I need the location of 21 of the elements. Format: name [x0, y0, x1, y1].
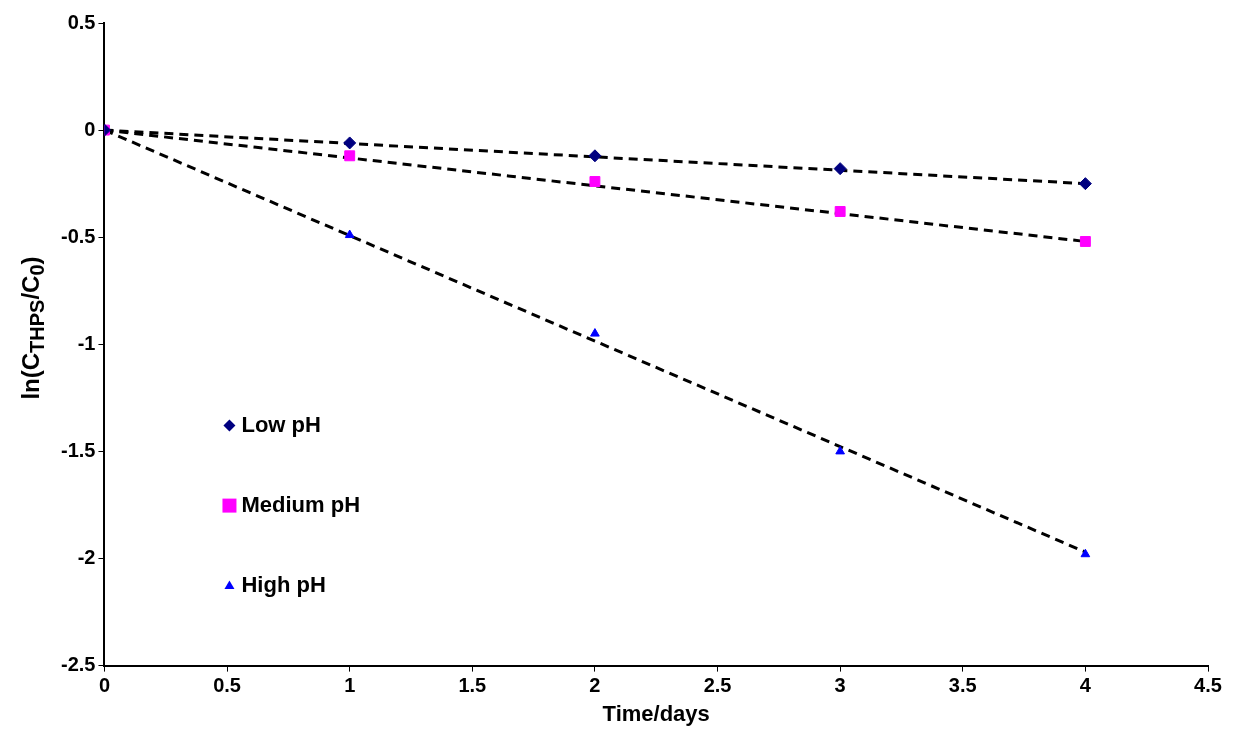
x-axis-title: Time/days — [602, 700, 710, 726]
y-tick-label: -1.5 — [60, 438, 96, 461]
y-tick-label: -0.5 — [60, 224, 96, 247]
legend-label: Low pH — [241, 411, 321, 437]
x-tick-label: 4.5 — [1194, 674, 1222, 697]
x-tick-label: 4 — [1079, 674, 1092, 697]
y-tick-label: -1 — [77, 331, 96, 354]
x-tick-label: 3 — [834, 674, 846, 697]
x-tick-label: 2.5 — [703, 674, 732, 697]
x-tick-label: 0 — [98, 674, 111, 697]
y-tick-label: 0.5 — [67, 10, 96, 33]
x-tick-label: 2 — [589, 674, 601, 697]
x-tick-label: 1 — [344, 674, 356, 697]
x-tick-label: 3.5 — [948, 674, 977, 697]
x-tick-label: 1.5 — [458, 674, 487, 697]
y-tick-label: 0 — [84, 117, 96, 140]
legend-label: Medium pH — [241, 491, 361, 517]
y-tick-label: -2 — [77, 546, 96, 569]
y-tick-label: -2.5 — [60, 653, 96, 676]
legend-label: High pH — [241, 571, 326, 597]
x-tick-label: 0.5 — [213, 674, 241, 697]
